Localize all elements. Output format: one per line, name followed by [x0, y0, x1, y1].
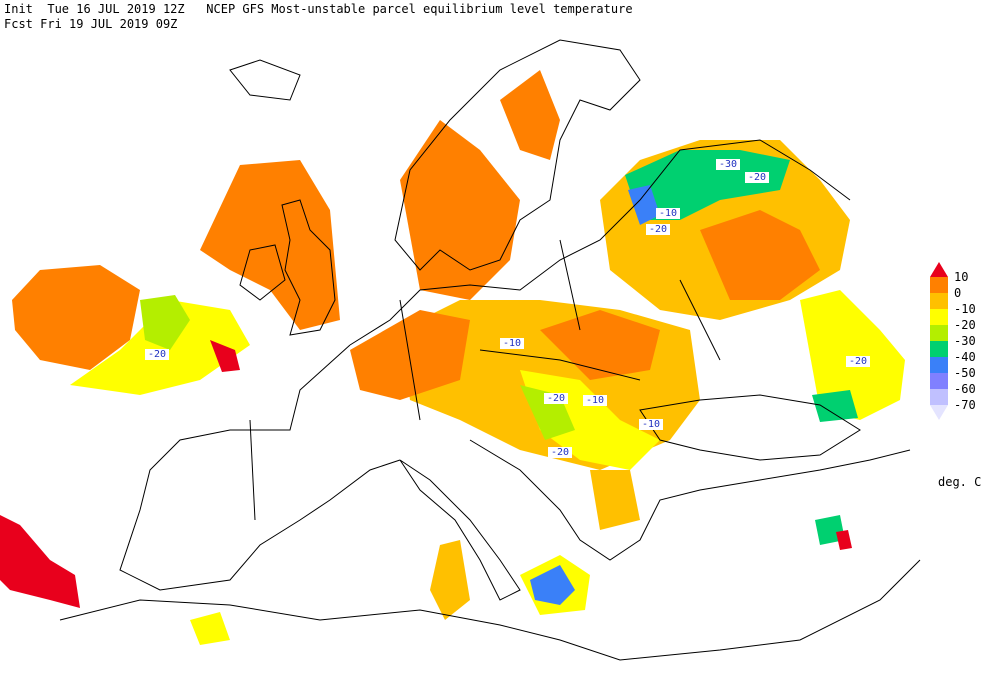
colorbar-bottom [930, 405, 948, 420]
field-patch [140, 295, 190, 350]
contour-label: -10 [586, 395, 604, 406]
contour-label: -20 [547, 393, 565, 404]
header-forecast: Fcst Fri 19 JUL 2019 09Z [4, 17, 177, 31]
field-patch [812, 390, 858, 422]
contour-label-box [639, 419, 663, 430]
unit-label: deg. C [938, 475, 981, 489]
contour-label: -20 [748, 172, 766, 183]
colorbar-top [930, 262, 948, 277]
contour-label: -20 [649, 224, 667, 235]
field-patch [190, 612, 230, 645]
colorbar-box [930, 309, 948, 325]
field-patch [430, 540, 470, 620]
field-patch [628, 185, 660, 225]
field-patch [350, 310, 470, 400]
colorbar-label: -50 [954, 366, 976, 380]
colorbar-label: -20 [954, 318, 976, 332]
colorbar-label: -60 [954, 382, 976, 396]
contour-label-box [583, 395, 607, 406]
field-patch [540, 310, 660, 380]
colorbar: 10 0 -10 -20 -30 -40 -50 -60 -70 [930, 262, 976, 420]
contour-label: -20 [148, 349, 166, 360]
contour-label: -20 [849, 356, 867, 367]
contour-label: -10 [642, 419, 660, 430]
field-patch [70, 300, 250, 395]
field [0, 70, 905, 645]
contour-label: -30 [719, 159, 737, 170]
colorbar-label: -30 [954, 334, 976, 348]
contour-label: -10 [503, 338, 521, 349]
contour-label: -10 [659, 208, 677, 219]
contour-label: -20 [551, 447, 569, 458]
colorbar-box [930, 325, 948, 341]
field-patch [800, 290, 905, 420]
colorbar-box [930, 277, 948, 293]
field-patch [400, 120, 520, 300]
contour-label-box [846, 356, 870, 367]
colorbar-box [930, 389, 948, 405]
colorbar-label: -40 [954, 350, 976, 364]
field-patch [700, 210, 820, 300]
contour-label-box [548, 447, 572, 458]
field-patch [12, 265, 140, 370]
field-patch [0, 515, 80, 608]
colorbar-box [930, 357, 948, 373]
header-init: Init Tue 16 JUL 2019 12Z NCEP GFS Most-u… [4, 2, 633, 16]
colorbar-label: 0 [954, 286, 961, 300]
coastlines [59, 39, 921, 661]
colorbar-box [930, 293, 948, 309]
field-patch [530, 565, 575, 605]
contour-label-box [544, 393, 568, 404]
colorbar-label: 10 [954, 270, 968, 284]
colorbar-box [930, 341, 948, 357]
field-patch [836, 530, 852, 550]
contour-label-box [145, 349, 169, 360]
contour-label-box [745, 172, 769, 183]
colorbar-label: -10 [954, 302, 976, 316]
field-patch [200, 160, 340, 330]
contour-label-box [646, 224, 670, 235]
field-patch [500, 70, 560, 160]
contour-labels: -30 -20 -10 -20 -20 -10 -20 -10 -10 -20 -20 [145, 159, 870, 458]
contour-label-box [716, 159, 740, 170]
contour-label-box [500, 338, 524, 349]
colorbar-box [930, 373, 948, 389]
field-patch [210, 340, 240, 372]
colorbar-label: -70 [954, 398, 976, 412]
contour-label-box [656, 208, 680, 219]
field-patch [590, 470, 640, 530]
